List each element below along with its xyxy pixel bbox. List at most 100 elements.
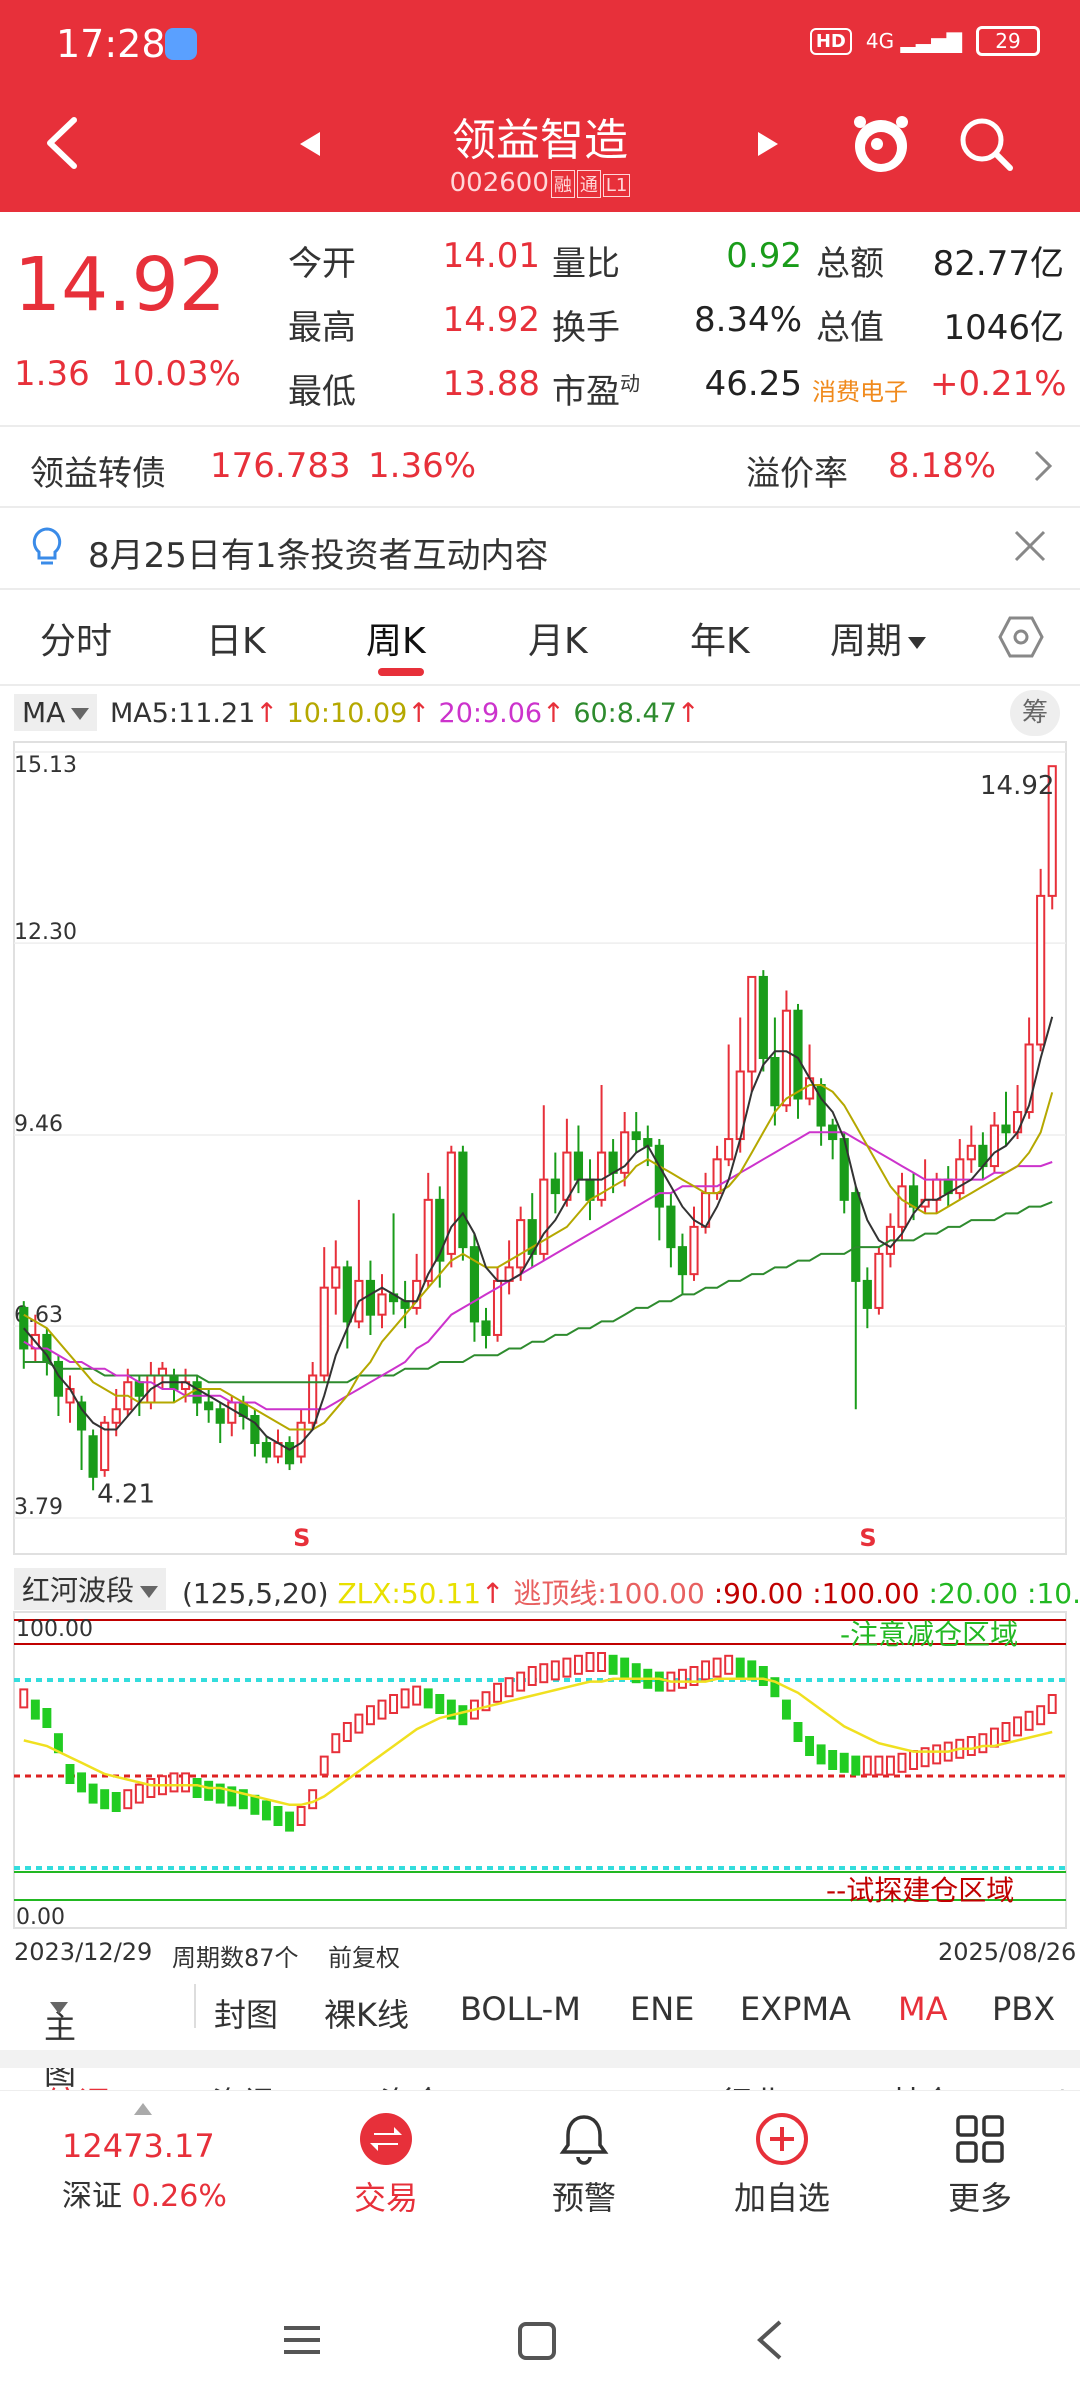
- indicator-bar: [631, 1663, 641, 1684]
- tab-yearly[interactable]: 年K: [690, 621, 750, 662]
- candle: [712, 1158, 722, 1195]
- nav-add-watchlist[interactable]: 加自选: [702, 2111, 862, 2219]
- prev-stock-icon[interactable]: [298, 130, 322, 158]
- candle: [770, 1056, 780, 1107]
- indicator-bar: [238, 1789, 248, 1810]
- pe-label: 市盈动: [552, 364, 640, 413]
- candle: [1047, 765, 1057, 897]
- convertible-bond-row[interactable]: 领益转债 176.783 1.36% 溢价率 8.18%: [0, 426, 1080, 506]
- indicator-bar: [747, 1660, 757, 1681]
- indicator-bar: [550, 1660, 560, 1681]
- tab-weekly[interactable]: 周K: [366, 621, 426, 662]
- candle: [446, 1151, 456, 1255]
- nav-trade[interactable]: 交易: [306, 2111, 466, 2219]
- next-stock-icon[interactable]: [756, 130, 780, 158]
- candle: [100, 1421, 110, 1472]
- search-icon[interactable]: [956, 114, 1016, 174]
- nav-more[interactable]: 更多: [900, 2111, 1060, 2219]
- indicator-bar: [169, 1772, 179, 1793]
- candle: [19, 1306, 29, 1350]
- stock-code-row: 002600 融通 L1: [0, 168, 1080, 198]
- ma60-value: 60:8.47: [573, 698, 677, 729]
- index-change: 0.26%: [131, 2179, 227, 2214]
- candle: [215, 1408, 225, 1424]
- candle: [192, 1381, 202, 1404]
- index-label[interactable]: 深证 0.26%: [62, 2171, 227, 2215]
- indicator-bar: [134, 1783, 144, 1804]
- candle: [550, 1178, 560, 1195]
- nav-alert[interactable]: 预警: [504, 2111, 664, 2219]
- candle: [689, 1225, 699, 1276]
- indicator-bar: [435, 1694, 445, 1714]
- investor-notice[interactable]: 8月25日有1条投资者互动内容: [0, 508, 1080, 588]
- high-value: 14.92: [442, 300, 540, 340]
- start-date: 2023/12/29: [14, 1938, 153, 1966]
- settings-hex-icon[interactable]: [998, 614, 1044, 660]
- tab-period[interactable]: 周期: [830, 612, 927, 664]
- indicator-tab-naked-k[interactable]: 裸K线: [324, 1996, 409, 2034]
- ma-selector[interactable]: MA: [14, 694, 98, 731]
- indicator-bar: [724, 1654, 734, 1675]
- indicator-name: 红河波段: [22, 1574, 135, 1607]
- status-indicators: HD 4G ▂▃▅▇ 29: [809, 26, 1040, 56]
- indicator-bar: [342, 1722, 352, 1742]
- index-value[interactable]: 12473.17: [62, 2127, 215, 2165]
- indicator-v1: :90.00: [713, 1577, 804, 1610]
- candle: [227, 1401, 237, 1424]
- chevron-right-icon[interactable]: [1032, 448, 1054, 484]
- indicator-bar: [400, 1688, 410, 1709]
- indicator-tab-ene[interactable]: ENE: [630, 1990, 695, 2028]
- tab-monthly[interactable]: 月K: [528, 621, 588, 662]
- bond-name: 领益转债: [30, 454, 166, 494]
- indicator-tab-ma[interactable]: MA: [898, 1990, 948, 2028]
- indicator-bar: [77, 1772, 87, 1793]
- mascot-icon[interactable]: [850, 110, 912, 176]
- back-icon[interactable]: [36, 108, 96, 178]
- indicator-bar: [897, 1752, 907, 1773]
- close-icon[interactable]: [1010, 526, 1050, 566]
- ma60-line: [23, 1200, 1053, 1384]
- sector-tag[interactable]: 消费电子: [812, 378, 908, 406]
- change-percent: 10.03%: [111, 354, 241, 394]
- divider: [0, 425, 1080, 427]
- candle: [284, 1442, 295, 1465]
- ma20-value: 20:9.06: [438, 698, 543, 729]
- indicator-bar: [412, 1685, 422, 1706]
- candle: [874, 1252, 884, 1309]
- tab-daily[interactable]: 日K: [206, 621, 266, 662]
- divider: [0, 588, 1080, 590]
- indicator-tab-boll[interactable]: BOLL-M: [460, 1990, 581, 2028]
- chevron-down-icon: [908, 637, 927, 649]
- price-change: 1.36 10.03%: [14, 354, 241, 394]
- indicator-chart[interactable]: 100.00 0.00 -注意减仓区域 --试探建仓区域: [0, 1610, 1080, 1930]
- candle: [596, 1151, 607, 1201]
- nav-add-label: 加自选: [733, 2179, 830, 2217]
- indicator-selector[interactable]: 红河波段: [14, 1568, 167, 1610]
- candle: [781, 1009, 792, 1107]
- app-notification-icon: [165, 28, 197, 60]
- candle: [481, 1320, 491, 1336]
- chip-distribution-button[interactable]: 筹: [1010, 690, 1060, 736]
- candle: [88, 1435, 98, 1478]
- indicator-bar: [458, 1705, 468, 1726]
- menu-icon[interactable]: [284, 2326, 320, 2354]
- indicator-bar: [620, 1657, 630, 1678]
- back-nav-icon[interactable]: [757, 2320, 782, 2360]
- indicator-bar: [204, 1780, 214, 1801]
- home-icon[interactable]: [518, 2322, 556, 2360]
- ma5-value: MA5:11.21: [110, 698, 256, 729]
- indicator-tab-fengtu[interactable]: 封图: [214, 1996, 279, 2034]
- indicator-tab-expma[interactable]: EXPMA: [740, 1990, 851, 2028]
- tab-period-label: 周期: [830, 621, 903, 662]
- tab-intraday[interactable]: 分时: [40, 621, 113, 662]
- lightbulb-icon: [32, 527, 62, 565]
- candle: [423, 1198, 433, 1282]
- mktcap-value: 1046亿: [943, 308, 1064, 348]
- vol-ratio-label: 量比: [552, 244, 620, 284]
- indicator-tab-pbx[interactable]: PBX: [992, 1990, 1056, 2028]
- ma20-line: [23, 1131, 1053, 1411]
- indicator-bar: [88, 1783, 98, 1804]
- indicator-bar: [389, 1694, 399, 1714]
- indicator-bar: [1024, 1710, 1034, 1731]
